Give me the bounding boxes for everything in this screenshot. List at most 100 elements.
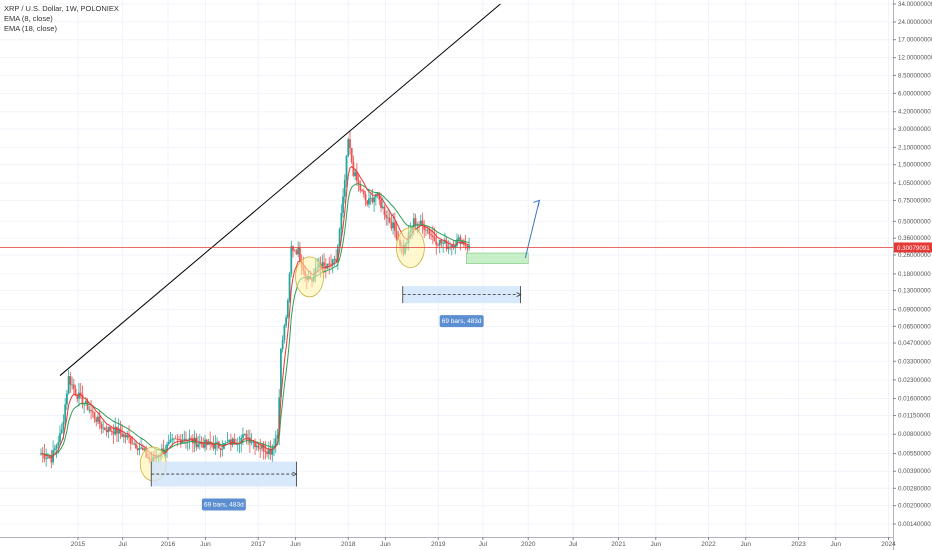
candle-body	[50, 457, 53, 463]
candle-body	[79, 392, 82, 395]
candle	[338, 227, 341, 248]
candle	[285, 314, 288, 328]
symbol-title: XRP / U.S. Dollar, 1W, POLONIEX	[4, 4, 119, 13]
candle	[380, 192, 382, 213]
candle-body	[450, 245, 453, 248]
candle	[129, 435, 132, 451]
candle-body	[224, 442, 227, 444]
candle-body	[250, 442, 253, 444]
candle	[192, 434, 194, 453]
candle-body	[197, 444, 199, 448]
candle	[162, 439, 165, 454]
candle-body	[376, 193, 379, 195]
candle-body	[128, 435, 130, 438]
candle-body	[140, 447, 143, 449]
candle-body	[53, 448, 56, 451]
candle	[283, 323, 286, 344]
candle-body	[188, 438, 191, 440]
candle-body	[442, 243, 445, 244]
candle-body	[216, 441, 218, 443]
candle-body	[285, 317, 288, 326]
candle-body	[74, 388, 77, 396]
y-tick-label: 0.50000000	[898, 218, 931, 225]
candle	[352, 155, 355, 178]
candle	[349, 130, 351, 155]
candle-body	[171, 438, 174, 440]
candle	[107, 426, 110, 439]
candle	[387, 209, 389, 226]
candle-body	[361, 190, 363, 192]
current-price-badge	[894, 242, 932, 253]
candle	[274, 430, 277, 453]
candles	[40, 130, 470, 472]
y-tick-label: 0.00140000	[898, 521, 931, 528]
candle-body	[331, 259, 334, 266]
candle	[359, 180, 362, 194]
candle	[83, 402, 86, 414]
candle	[364, 191, 367, 207]
candle	[250, 433, 253, 446]
candle-body	[257, 445, 260, 449]
candle	[461, 239, 464, 245]
date-range-arrowhead	[516, 292, 522, 297]
candle	[247, 429, 250, 446]
candle-body	[141, 447, 144, 451]
candle-body	[354, 172, 357, 177]
candle-body	[452, 245, 455, 248]
candle-body	[355, 172, 358, 181]
trend-line	[59, 3, 501, 376]
x-tick-label: 2018	[341, 541, 356, 548]
candle-body	[278, 397, 281, 436]
candle	[69, 371, 72, 393]
candle-body	[173, 438, 175, 440]
x-tick-label: 2017	[251, 541, 266, 548]
candle-body	[428, 229, 431, 235]
candle	[297, 241, 300, 258]
candle	[183, 430, 186, 445]
x-tick-label: 2021	[611, 541, 626, 548]
candle-body	[274, 438, 277, 447]
y-tick-label: 6.00000000	[898, 90, 931, 97]
candle-body	[438, 239, 441, 246]
candle	[221, 439, 224, 457]
candle	[385, 210, 388, 226]
candle-body	[45, 458, 48, 460]
candle	[240, 434, 243, 453]
candle	[342, 188, 344, 218]
candle-body	[124, 434, 127, 438]
candle-body	[416, 224, 419, 226]
x-tick-label: 2023	[791, 541, 806, 548]
candle	[331, 258, 334, 274]
candle	[292, 245, 294, 258]
candle-body	[62, 421, 65, 430]
candle-body	[431, 235, 434, 237]
x-tick-label: 2016	[161, 541, 176, 548]
chart-legend: XRP / U.S. Dollar, 1W, POLONIEX EMA (8, …	[4, 4, 119, 34]
candle	[264, 441, 267, 460]
candle	[181, 434, 184, 444]
candle	[421, 212, 424, 234]
candle-body	[129, 437, 132, 444]
candle	[122, 431, 125, 443]
candle-body	[371, 197, 374, 203]
candle-body	[121, 433, 124, 437]
candle-body	[126, 435, 129, 438]
x-tick-label: Jun	[650, 541, 661, 548]
candle-body	[369, 197, 372, 199]
candle-body	[103, 427, 106, 431]
candle	[173, 437, 175, 443]
candle-body	[359, 184, 362, 191]
candle	[114, 417, 117, 436]
candle	[381, 197, 384, 210]
candle-body	[214, 442, 217, 449]
y-tick-label: 12.00000000	[898, 55, 932, 62]
candle-body	[255, 445, 258, 448]
x-tick-label: 2020	[521, 541, 536, 548]
candle-body	[67, 376, 70, 394]
candle-body	[433, 236, 436, 242]
candle-body	[262, 444, 265, 452]
candle-body	[200, 442, 203, 445]
candle-body	[468, 245, 470, 249]
